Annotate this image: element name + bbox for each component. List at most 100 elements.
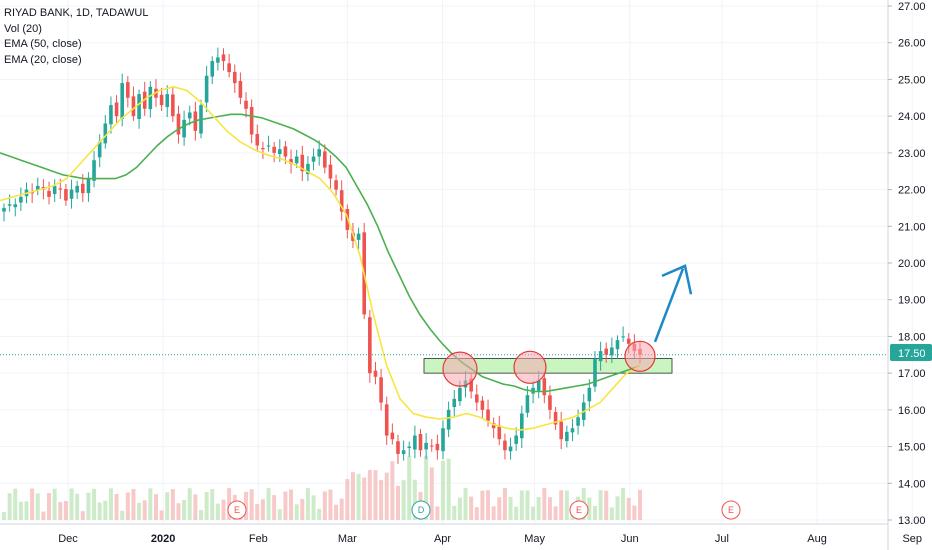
candle-body (317, 149, 321, 157)
candle-body (165, 94, 170, 108)
support-zone (423, 358, 673, 374)
candle-body (171, 94, 175, 117)
volume-bar (305, 488, 310, 520)
volume-bar (531, 506, 536, 520)
candle-body (458, 387, 462, 402)
candle-body (103, 123, 108, 144)
last-price-tag-bg (890, 344, 932, 361)
candle-body (384, 404, 389, 436)
y-tick-label: 24.00 (898, 111, 926, 123)
volume-bar (604, 490, 609, 520)
volume-bar (92, 488, 97, 520)
volume-bar (210, 489, 215, 520)
price-axis[interactable]: 27.00 26.00 25.00 24.00 23.00 22.00 21.00 20.00… (888, 1, 926, 527)
event-marker-circle[interactable] (721, 500, 741, 520)
volume-bar (350, 472, 355, 520)
volume-bar (609, 507, 614, 520)
candle-body (300, 154, 305, 172)
volume-bar (13, 488, 18, 520)
volume-bar (69, 488, 74, 520)
volume-bar (266, 488, 271, 520)
legend-vol[interactable]: Vol (20) (4, 22, 42, 35)
candle-body (480, 400, 485, 410)
candle-body (514, 435, 518, 444)
volume-bar (165, 492, 170, 520)
candle-body (604, 348, 609, 355)
x-tick-label: Jun (621, 533, 639, 545)
ema-lines (0, 85, 641, 431)
volume-bar (592, 506, 597, 520)
volume-bar (153, 494, 158, 520)
event-marker-circle[interactable] (227, 500, 247, 520)
volume-bar (480, 490, 485, 520)
candle-body (210, 61, 215, 77)
candle-body (559, 421, 564, 440)
volume-bar (120, 510, 125, 520)
volume-bar (587, 497, 592, 520)
y-tick-label: 19.00 (898, 295, 926, 307)
event-marker-label[interactable]: E (576, 505, 582, 515)
volume-bar (469, 496, 474, 520)
volume-bar (553, 506, 558, 520)
volume-bar (317, 508, 322, 520)
volume-bar (244, 491, 249, 520)
volume-bar (390, 461, 395, 520)
candle-body (615, 340, 620, 350)
candle-body (58, 188, 63, 190)
volume-bar (137, 502, 142, 520)
event-marker-circle[interactable] (569, 500, 589, 520)
volume-bar (47, 492, 52, 520)
event-marker-circle[interactable] (411, 500, 431, 520)
last-price-tag: 17.50 (890, 344, 932, 361)
candle-body (368, 317, 372, 374)
volume-bar (24, 501, 29, 520)
volume-bar (52, 488, 57, 520)
candle-body (13, 204, 18, 208)
volume-bar (311, 495, 316, 520)
volume-bar (407, 456, 412, 520)
candle-body (407, 446, 412, 448)
legend-ema20[interactable]: EMA (20, close) (4, 53, 82, 66)
x-tick-label: Dec (58, 533, 78, 545)
candle-body (474, 394, 479, 403)
volume-bar (412, 479, 417, 520)
candle-body (396, 441, 400, 454)
volume-bar (114, 493, 119, 520)
volume-bar (182, 499, 187, 520)
volume-bar (435, 506, 440, 520)
volume-bar (63, 501, 68, 520)
candle-body (30, 192, 34, 194)
candle-body (503, 440, 507, 451)
event-marker-label[interactable]: E (728, 505, 734, 515)
volume-bar (441, 460, 446, 520)
time-axis[interactable]: Dec 2020 Feb Mar Apr May Jun Jul Aug Sep (58, 533, 922, 545)
volume-bar (187, 488, 192, 520)
candle-body (52, 185, 57, 195)
legend-symbol[interactable]: RIYAD BANK, 1D, TADAWUL (4, 7, 149, 19)
volume-bar (86, 492, 91, 520)
candle-body (441, 428, 445, 452)
volume-bar (30, 488, 35, 520)
highlight-circle (513, 350, 547, 384)
event-marker-label[interactable]: E (234, 505, 240, 515)
legend-ema50[interactable]: EMA (50, close) (4, 38, 82, 50)
volume-bar (2, 512, 6, 520)
candle-body (587, 387, 592, 402)
volume-bar (536, 496, 541, 520)
candle-body (2, 207, 6, 212)
candle-body (497, 425, 502, 440)
candle-body (238, 81, 243, 98)
candle-body (19, 196, 23, 203)
candle-body (204, 75, 209, 103)
candle-body (283, 146, 288, 157)
candle-body (97, 141, 102, 158)
candle-body (390, 432, 395, 440)
candle-body (131, 96, 136, 117)
candle-body (542, 378, 547, 396)
event-marker-label[interactable]: D (418, 505, 425, 515)
volume-bar (103, 500, 108, 520)
